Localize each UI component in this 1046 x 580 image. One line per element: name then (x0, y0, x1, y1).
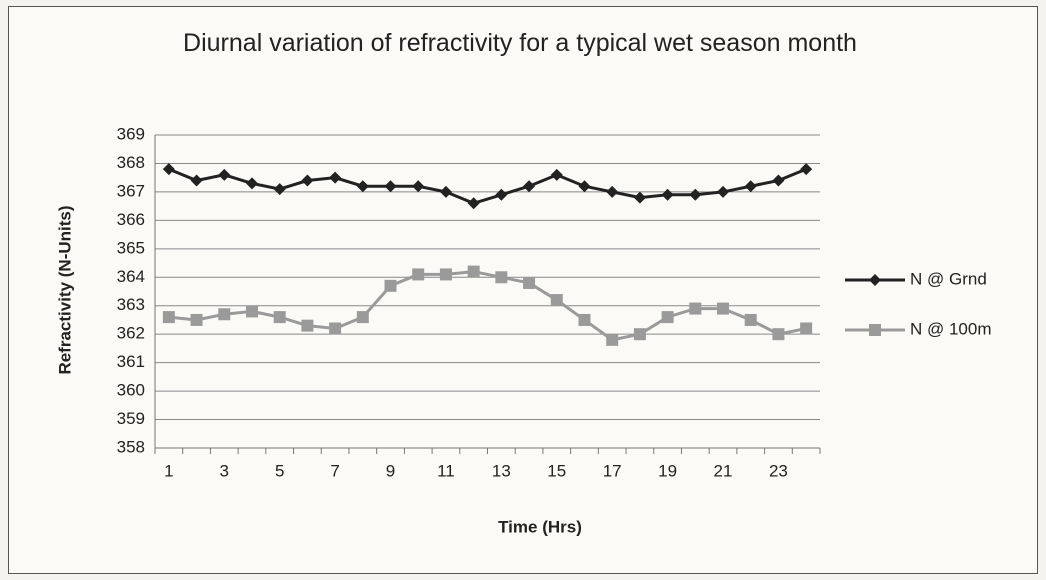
x-tick-label: 9 (386, 461, 395, 480)
x-axis-label: Time (Hrs) (498, 517, 582, 536)
y-tick-label: 367 (117, 181, 145, 200)
data-point (717, 302, 730, 315)
data-point (800, 322, 813, 335)
data-point (550, 294, 563, 307)
data-point (772, 328, 785, 341)
data-point (495, 271, 508, 284)
data-point (412, 268, 425, 281)
data-point (384, 180, 397, 193)
data-point (689, 188, 702, 201)
legend-marker (869, 324, 881, 336)
data-point (633, 191, 646, 204)
data-point (578, 180, 591, 193)
data-point (273, 183, 286, 196)
y-tick-label: 365 (117, 238, 145, 257)
data-point (412, 180, 425, 193)
x-tick-label: 13 (492, 461, 511, 480)
legend-label: N @ Grnd (910, 269, 987, 288)
data-point (717, 185, 730, 198)
data-point (661, 188, 674, 201)
data-point (495, 188, 508, 201)
data-point (218, 168, 231, 181)
data-point (329, 171, 342, 184)
data-point (523, 180, 536, 193)
data-point (467, 197, 480, 210)
data-point (578, 313, 591, 326)
x-tick-label: 1 (164, 461, 173, 480)
data-point (744, 313, 757, 326)
y-tick-label: 362 (117, 324, 145, 343)
data-point (356, 311, 369, 324)
x-tick-label: 17 (603, 461, 622, 480)
y-tick-label: 363 (117, 295, 145, 314)
data-point (800, 163, 813, 176)
data-point (162, 163, 175, 176)
y-tick-label: 360 (117, 381, 145, 400)
data-point (356, 180, 369, 193)
data-point (633, 328, 646, 341)
y-tick-label: 364 (117, 267, 145, 286)
x-tick-label: 11 (437, 461, 455, 480)
data-point (301, 174, 314, 187)
data-point (689, 302, 702, 315)
legend-label: N @ 100m (910, 319, 992, 338)
x-tick-label: 21 (714, 461, 733, 480)
data-point (523, 276, 536, 289)
data-point (329, 322, 342, 335)
data-point (744, 180, 757, 193)
data-point (273, 311, 286, 324)
legend-marker (869, 274, 881, 286)
data-point (245, 177, 258, 190)
x-tick-label: 7 (330, 461, 339, 480)
y-tick-label: 361 (117, 352, 145, 371)
data-point (162, 311, 175, 324)
chart-frame (8, 6, 1038, 574)
x-tick-label: 19 (658, 461, 677, 480)
data-point (218, 308, 231, 321)
x-tick-label: 23 (769, 461, 788, 480)
x-tick-label: 15 (547, 461, 566, 480)
data-point (606, 185, 619, 198)
data-point (190, 174, 203, 187)
chart-title: Diurnal variation of refractivity for a … (183, 29, 857, 57)
x-tick-label: 3 (220, 461, 229, 480)
data-point (245, 305, 258, 318)
y-tick-label: 369 (117, 124, 145, 143)
data-point (384, 279, 397, 292)
data-point (606, 333, 619, 346)
data-point (190, 313, 203, 326)
data-point (550, 168, 563, 181)
x-tick-label: 5 (275, 461, 284, 480)
data-point (467, 265, 480, 278)
data-point (439, 185, 452, 198)
y-tick-label: 366 (117, 210, 145, 229)
y-axis-label: Refractivity (N-Units) (55, 205, 74, 374)
y-tick-label: 368 (117, 153, 145, 172)
data-point (772, 174, 785, 187)
data-point (301, 319, 314, 332)
data-point (439, 268, 452, 281)
series-line (168, 167, 807, 205)
y-tick-label: 359 (117, 409, 145, 428)
y-tick-label: 358 (117, 437, 145, 456)
data-point (661, 311, 674, 324)
